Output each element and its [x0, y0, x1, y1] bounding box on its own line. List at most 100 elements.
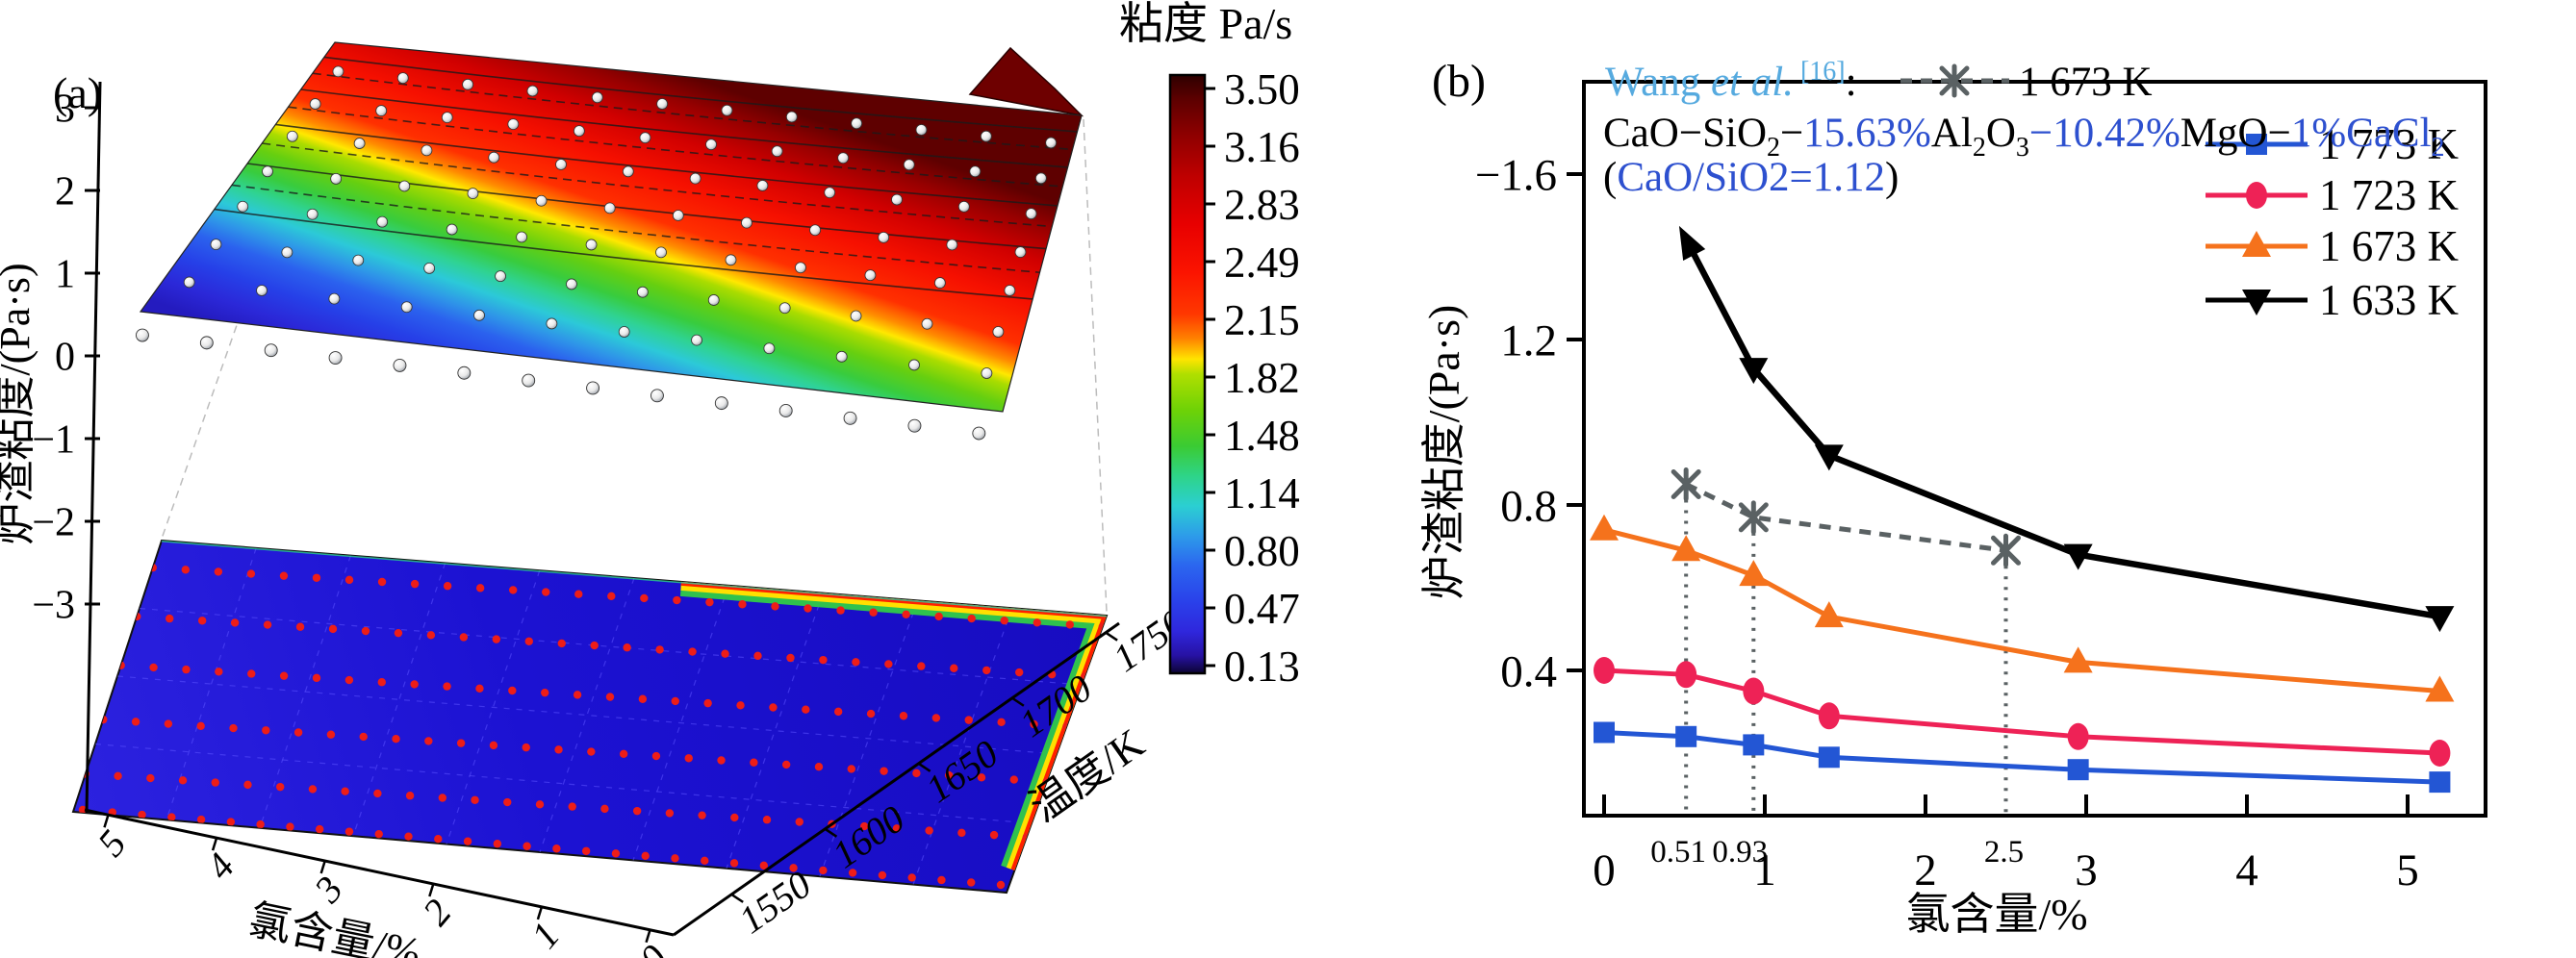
surface-data-sphere: [756, 180, 769, 191]
red-trajectory-dot: [78, 805, 88, 815]
surface-data-sphere: [495, 270, 506, 283]
red-trajectory-dot: [443, 582, 452, 591]
red-trajectory-dot: [394, 628, 403, 638]
red-trajectory-dot: [426, 631, 436, 640]
z-tick-label: −2: [32, 501, 75, 545]
red-trajectory-dot: [848, 869, 857, 877]
red-trajectory-dot: [600, 804, 609, 814]
red-trajectory-dot: [276, 782, 285, 792]
legend-marker: [2246, 182, 2267, 209]
surface-contour-line: [323, 56, 1078, 133]
red-trajectory-dot: [178, 776, 188, 785]
b-x-tick-label: 5: [2396, 845, 2419, 895]
red-trajectory-dot: [308, 785, 318, 794]
surface-data-sphere: [705, 139, 717, 151]
surface-contour-line: [231, 184, 1040, 274]
colorbar-tick-label: 3.16: [1224, 123, 1300, 171]
surface-edge-sphere: [650, 389, 664, 403]
surface-data-sphere: [603, 202, 616, 214]
surface-data-sphere: [741, 216, 752, 229]
b-x-tick-label: 4: [2235, 845, 2258, 895]
red-trajectory-dot: [263, 620, 272, 629]
red-trajectory-dot: [771, 602, 779, 611]
red-trajectory-dot: [434, 834, 443, 844]
red-trajectory-dot: [944, 770, 954, 780]
series-marker-1: [1594, 657, 1615, 684]
surface-data-sphere: [891, 193, 903, 206]
red-trajectory-dot: [1000, 616, 1008, 625]
z-axis-line: [85, 81, 102, 814]
b-y-tick-label: 1.2: [1500, 315, 1557, 366]
red-trajectory-dot: [623, 643, 631, 652]
red-trajectory-dot: [964, 716, 973, 724]
red-trajectory-dot: [493, 840, 502, 848]
red-trajectory-dot: [717, 756, 726, 765]
surface-contour-line: [275, 123, 1058, 207]
surface-data-sphere: [516, 231, 528, 243]
red-trajectory-dot: [671, 854, 679, 863]
surface-data-sphere: [1045, 137, 1058, 149]
surface-edge-sphere: [843, 411, 857, 425]
surface-data-sphere: [691, 334, 702, 346]
surface-data-sphere: [306, 208, 319, 220]
b-x-minor-tick-label: 0.51: [1650, 835, 1706, 870]
series-marker-2: [1814, 601, 1844, 628]
surface-data-sphere: [707, 294, 720, 306]
projection-grid-line: [726, 592, 824, 869]
surface-data-sphere: [467, 188, 479, 200]
surface-data-sphere: [352, 254, 365, 266]
red-trajectory-dot: [438, 794, 447, 802]
temp-tick: [730, 893, 744, 903]
box-edge-right: [1083, 118, 1108, 613]
b-x-tick-label: 2: [1914, 845, 1937, 895]
red-trajectory-dot: [475, 584, 485, 592]
surface-edge-sphere: [586, 381, 600, 395]
red-trajectory-dot: [164, 719, 173, 728]
surface-data-sphere: [721, 104, 733, 116]
projection-rim-teal: [161, 541, 1107, 618]
surface-data-sphere: [763, 342, 776, 355]
red-trajectory-dot: [475, 684, 484, 693]
red-trajectory-dot: [698, 811, 706, 819]
red-trajectory-dot: [819, 655, 828, 665]
surface-edge-sphere: [778, 404, 793, 417]
red-trajectory-dot: [279, 571, 289, 580]
series-marker-4: [1738, 500, 1769, 535]
red-trajectory-dot: [803, 604, 812, 613]
surface-data-sphere: [824, 187, 836, 199]
red-trajectory-dot: [581, 846, 591, 855]
red-trajectory-dot: [1030, 719, 1038, 729]
b-x-tick-label: 3: [2075, 845, 2098, 895]
red-trajectory-dot: [256, 819, 265, 829]
surface-data-sphere: [969, 165, 982, 178]
colorbar-tick-label: 0.13: [1224, 643, 1300, 691]
red-trajectory-dot: [989, 830, 999, 840]
surface-peak: [968, 46, 1084, 117]
b-legend: 1 773 K1 723 K1 673 K 1 633 K: [2206, 120, 2460, 324]
series-marker-1: [2067, 722, 2089, 750]
red-trajectory-dot: [326, 730, 336, 739]
red-trajectory-dot: [508, 686, 517, 695]
red-trajectory-dot: [167, 813, 176, 821]
cl-tick-label: 5: [89, 821, 134, 864]
z-axis: 炉渣粘度/(Pa·s) 3 2 1 0 −1 −2 −3: [0, 81, 102, 814]
red-trajectory-dot: [535, 800, 545, 809]
red-trajectory-dot: [814, 762, 824, 771]
legend-marker: [2242, 231, 2271, 257]
red-trajectory-dot: [503, 797, 512, 807]
red-trajectory-dot: [377, 577, 387, 587]
red-trajectory-dot: [869, 608, 878, 617]
panel-b-line-chart: (b) 炉渣粘度/(Pa·s) 氯含量/% −1.6 1.2 0.8 0.4 0 1 2 3 4…: [1419, 56, 2487, 939]
cl-tick-label: 0: [631, 937, 676, 958]
surface-edge-sphere: [393, 358, 407, 372]
red-trajectory-dot: [554, 745, 563, 754]
cl-tick-label: 2: [414, 891, 459, 933]
red-trajectory-dot: [344, 675, 354, 685]
temperature-axis-line: [673, 621, 1120, 937]
series-marker-2: [2425, 675, 2455, 702]
z-tick-label: 1: [55, 253, 75, 297]
b-y-tick-label: −1.6: [1475, 150, 1557, 200]
b-x-minor-tick-label: 0.93: [1712, 835, 1768, 870]
b-data-series: [1590, 225, 2455, 794]
b-y-axis-title: 炉渣粘度/(Pa·s): [1419, 305, 1468, 600]
